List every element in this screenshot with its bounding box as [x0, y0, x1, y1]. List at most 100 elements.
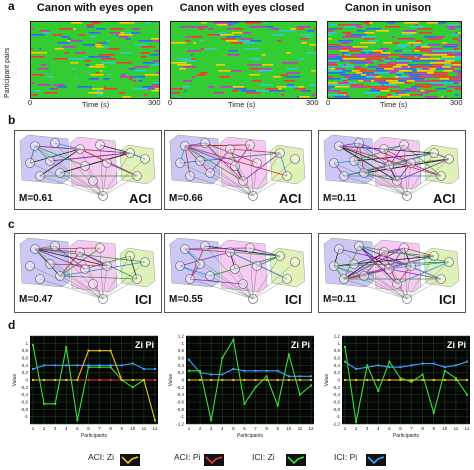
x-tick-label: 2: [43, 426, 46, 431]
legend-label: ACI: Pi: [174, 452, 201, 462]
series-line: [33, 350, 156, 421]
network-edge: [189, 278, 254, 300]
raster-segment: [417, 28, 433, 30]
network-edge: [406, 158, 450, 197]
raster-segment: [360, 42, 376, 44]
raster-segment: [110, 28, 124, 30]
network-edge: [79, 148, 104, 197]
raster-segment: [227, 54, 240, 56]
series-point: [287, 353, 290, 356]
raster-segment: [396, 60, 401, 62]
series-point: [210, 373, 213, 376]
raster-segment: [373, 88, 388, 90]
legend-swatch-line: [121, 456, 139, 465]
network-edge: [338, 145, 385, 150]
raster-segment: [415, 24, 419, 26]
raster-segment: [265, 88, 279, 90]
raster-segment: [428, 52, 442, 54]
raster-segment: [386, 80, 399, 82]
series-point: [399, 377, 402, 380]
x-axis-label: Participants: [393, 433, 420, 439]
raster-segment: [39, 48, 42, 50]
network-edge: [396, 283, 408, 300]
series-point: [154, 419, 156, 422]
raster-segment: [328, 32, 338, 34]
network-edge: [406, 265, 412, 300]
network-node: [132, 274, 142, 284]
raster-segment: [341, 66, 355, 68]
raster-segment: [220, 34, 234, 36]
y-tick-label: 0,6: [22, 356, 29, 361]
network-edge: [59, 247, 101, 277]
raster-segment: [413, 50, 420, 52]
network-edge: [204, 245, 254, 300]
raster-segment: [454, 58, 461, 60]
raster-segment: [185, 36, 192, 38]
raster-segment: [403, 30, 417, 32]
network-node: [290, 257, 300, 267]
raster-segment: [363, 80, 371, 82]
raster-segment: [44, 92, 58, 94]
raster-segment: [90, 74, 104, 76]
raster-segment: [428, 58, 441, 60]
series-point: [76, 419, 79, 422]
raster-segment: [328, 84, 342, 86]
raster-segment: [260, 84, 274, 86]
network-edge: [209, 148, 231, 174]
raster-segment: [459, 38, 461, 40]
raster-segment: [414, 80, 431, 82]
x-tick-label: 10: [442, 426, 448, 431]
network-edge: [338, 248, 408, 300]
network-node: [359, 271, 369, 281]
raster-segment: [357, 56, 368, 58]
network-node: [444, 257, 454, 267]
raster-segment: [457, 76, 461, 78]
raster-segment: [408, 26, 425, 28]
raster-segment: [305, 36, 312, 38]
raster-segment: [354, 66, 362, 68]
network-edge: [184, 145, 244, 182]
y-axis-label: Value: [12, 374, 18, 387]
network-edge: [99, 247, 104, 300]
raster-segment: [247, 64, 262, 66]
network-edge: [383, 148, 408, 197]
network-edge: [229, 148, 254, 197]
raster-segment: [300, 34, 312, 36]
network-edge: [256, 255, 281, 267]
raster-t1-1: 300: [148, 98, 161, 107]
raster-segment: [355, 72, 363, 74]
raster-segment: [328, 88, 331, 90]
raster-segment: [457, 32, 461, 34]
raster-segment: [72, 28, 77, 30]
series-point: [432, 412, 435, 414]
raster-segment: [261, 26, 266, 28]
network-node: [248, 294, 258, 304]
series-point: [287, 379, 290, 381]
raster-segment: [328, 30, 334, 32]
raster-segment: [347, 78, 358, 80]
y-tick-label: -0,4: [20, 392, 28, 397]
network-edge: [252, 152, 281, 197]
network-edge: [102, 152, 131, 197]
raster-segment: [410, 44, 414, 46]
raster-segment: [397, 46, 408, 48]
raster-segment: [67, 40, 71, 42]
panel-label-b: b: [8, 113, 16, 127]
ici-tag-2: ICI: [285, 292, 302, 307]
raster-segment: [338, 40, 353, 42]
y-tick-label: 0,2: [22, 370, 29, 375]
raster-segment: [415, 40, 423, 42]
raster-segment: [343, 80, 348, 82]
network-node: [25, 261, 35, 271]
raster-segment: [191, 36, 203, 38]
raster-segment: [52, 84, 65, 86]
network-edge: [406, 278, 442, 300]
raster-segment: [88, 92, 104, 94]
raster-segment: [334, 86, 350, 88]
raster-segment: [171, 42, 187, 44]
raster-segment: [154, 50, 159, 52]
raster-segment: [438, 54, 448, 56]
x-tick-label: 1: [344, 426, 347, 431]
network-edge: [102, 265, 108, 300]
x-tick-label: 6: [243, 426, 246, 431]
